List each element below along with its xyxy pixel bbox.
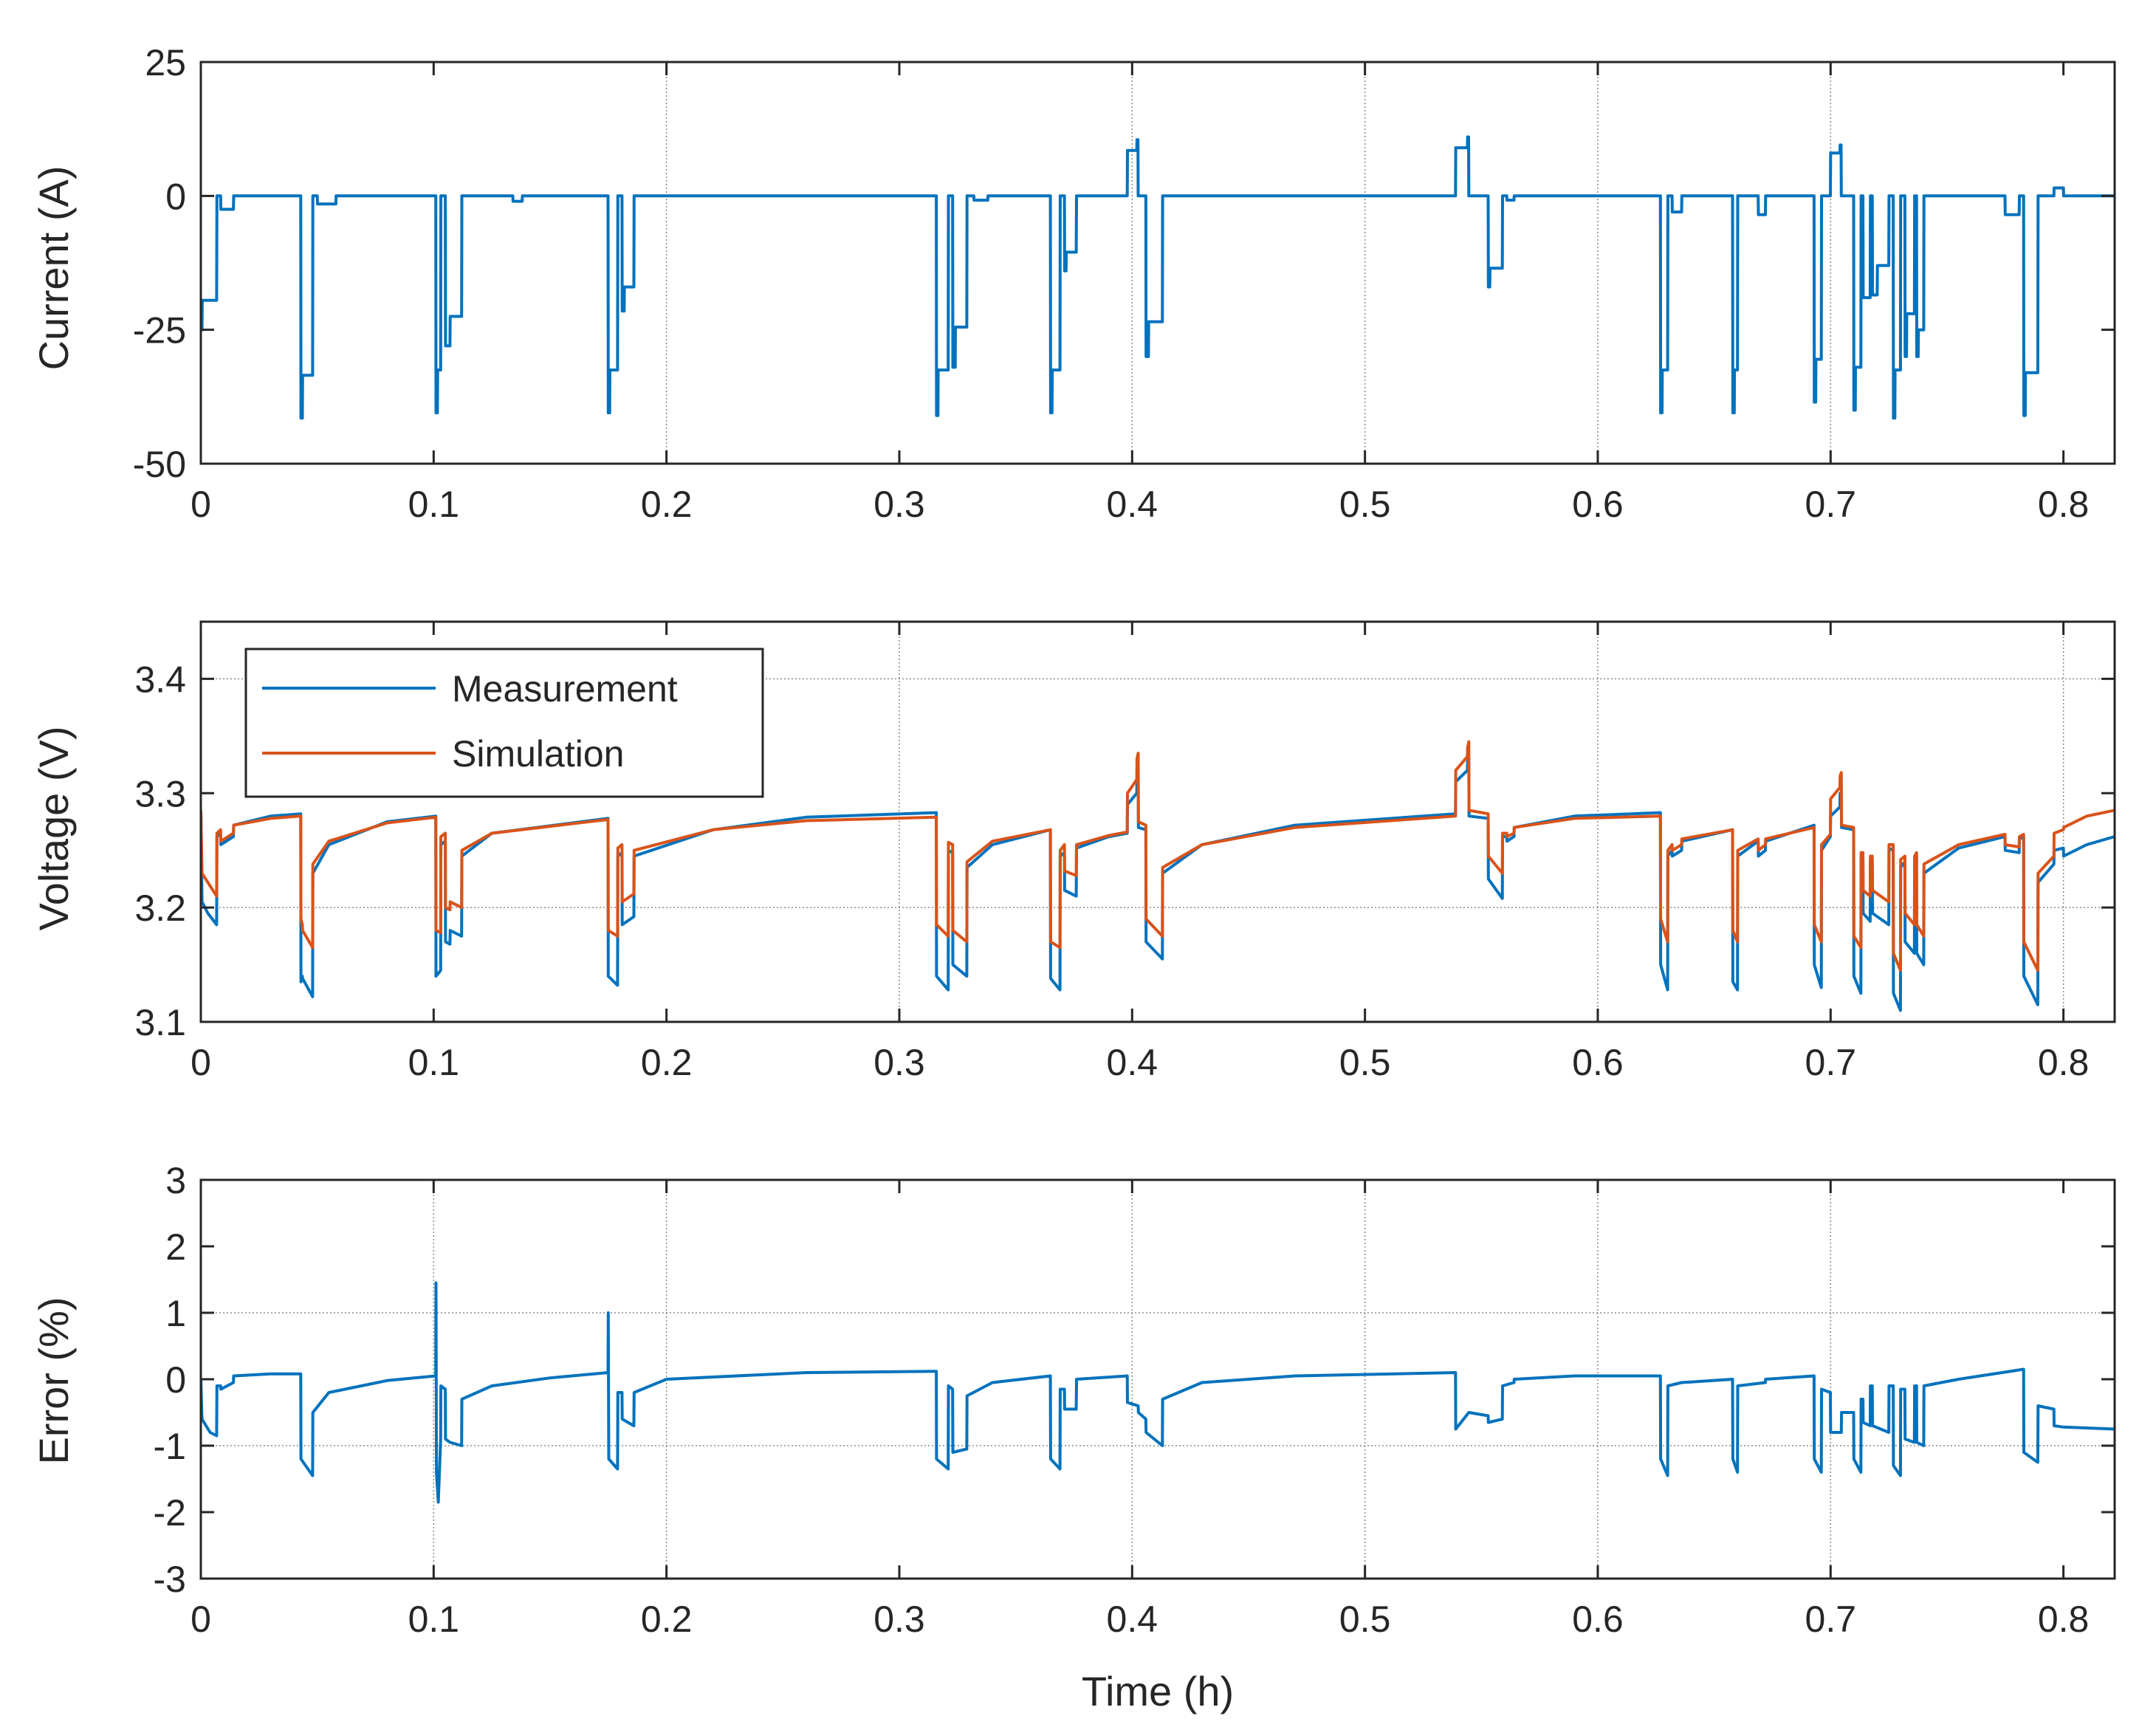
current-ylabel: Current (A): [30, 166, 77, 371]
error-series-error: [201, 1281, 2115, 1504]
error-xtick-label: 0.6: [1572, 1599, 1624, 1640]
voltage-ytick-label: 3.4: [134, 659, 186, 700]
voltage-axes-frame: [199, 620, 2116, 1023]
legend-label-measurement: Measurement: [452, 668, 678, 710]
current-xtick-label: 0.3: [873, 484, 925, 525]
voltage-xtick-label: 0.3: [873, 1042, 925, 1083]
error-xtick-label: 0.5: [1339, 1599, 1391, 1640]
current-ytick-label: -50: [133, 444, 186, 485]
voltage-series-simulation: [201, 740, 2115, 972]
current-ytick-label: 25: [145, 42, 186, 83]
voltage-xtick-label: 0.2: [641, 1042, 693, 1083]
voltage-xtick-label: 0.5: [1339, 1042, 1391, 1083]
voltage-series-measurement: [201, 757, 2115, 1012]
error-xtick-label: 0.2: [641, 1599, 693, 1640]
current-plot-area: [201, 62, 2115, 464]
error-xtick-label: 0: [190, 1599, 211, 1640]
current-xtick-label: 0.8: [2038, 484, 2090, 525]
error-xtick-label: 0.7: [1805, 1599, 1857, 1640]
error-ytick-label: -3: [154, 1559, 186, 1600]
legend-box: [244, 648, 764, 798]
current-xtick-label: 0: [190, 484, 211, 525]
current-xtick-label: 0.6: [1572, 484, 1624, 525]
error-plot-area: [201, 1180, 2115, 1579]
current-xtick-label: 0.1: [408, 484, 460, 525]
legend: Measurement Simulation: [244, 648, 764, 798]
error-xtick-label: 0.4: [1107, 1599, 1158, 1640]
current-series-current: [201, 135, 2115, 420]
voltage-xtick-label: 0.7: [1805, 1042, 1857, 1083]
voltage-xtick-label: 0.6: [1572, 1042, 1624, 1083]
error-ylabel: Error (%): [30, 1297, 77, 1464]
voltage-xtick-label: 0.1: [408, 1042, 460, 1083]
current-ytick-label: 0: [165, 176, 186, 217]
time-xlabel: Time (h): [1082, 1668, 1234, 1714]
error-ytick-label: 2: [165, 1226, 186, 1268]
error-xtick-label: 0.1: [408, 1599, 460, 1640]
error-ytick-label: 3: [165, 1160, 186, 1201]
current-axes-frame: [199, 61, 2116, 465]
error-ytick-label: -1: [154, 1426, 186, 1467]
voltage-panel: 0 0.1 0.2 0.3 0.4 0.5 0.6 0.7 0.8 3.1 3.2 3.3 3.4 Vo…: [30, 620, 2116, 1083]
voltage-xtick-label: 0: [190, 1042, 211, 1083]
error-ytick-label: 1: [165, 1293, 186, 1334]
error-xtick-label: 0.8: [2038, 1599, 2090, 1640]
current-xtick-label: 0.5: [1339, 484, 1391, 525]
voltage-xtick-label: 0.8: [2038, 1042, 2090, 1083]
voltage-ytick-label: 3.2: [134, 887, 186, 929]
voltage-ylabel: Voltage (V): [30, 726, 77, 930]
current-xtick-label: 0.2: [641, 484, 693, 525]
current-panel: 0 0.1 0.2 0.3 0.4 0.5 0.6 0.7 0.8 -50 -25 0 25 Curre…: [30, 42, 2116, 525]
error-ytick-label: 0: [165, 1359, 186, 1401]
current-xtick-label: 0.4: [1107, 484, 1158, 525]
voltage-ytick-label: 3.1: [134, 1002, 186, 1043]
error-xtick-label: 0.3: [873, 1599, 925, 1640]
current-xtick-label: 0.7: [1805, 484, 1857, 525]
voltage-ytick-label: 3.3: [134, 773, 186, 814]
error-ytick-label: -2: [154, 1492, 186, 1534]
legend-label-simulation: Simulation: [452, 733, 624, 775]
voltage-xtick-label: 0.4: [1107, 1042, 1158, 1083]
error-panel: 0 0.1 0.2 0.3 0.4 0.5 0.6 0.7 0.8 -3 -2 -1 0 1 2 3 Erro…: [30, 1160, 2116, 1714]
current-ytick-label: -25: [133, 310, 186, 351]
